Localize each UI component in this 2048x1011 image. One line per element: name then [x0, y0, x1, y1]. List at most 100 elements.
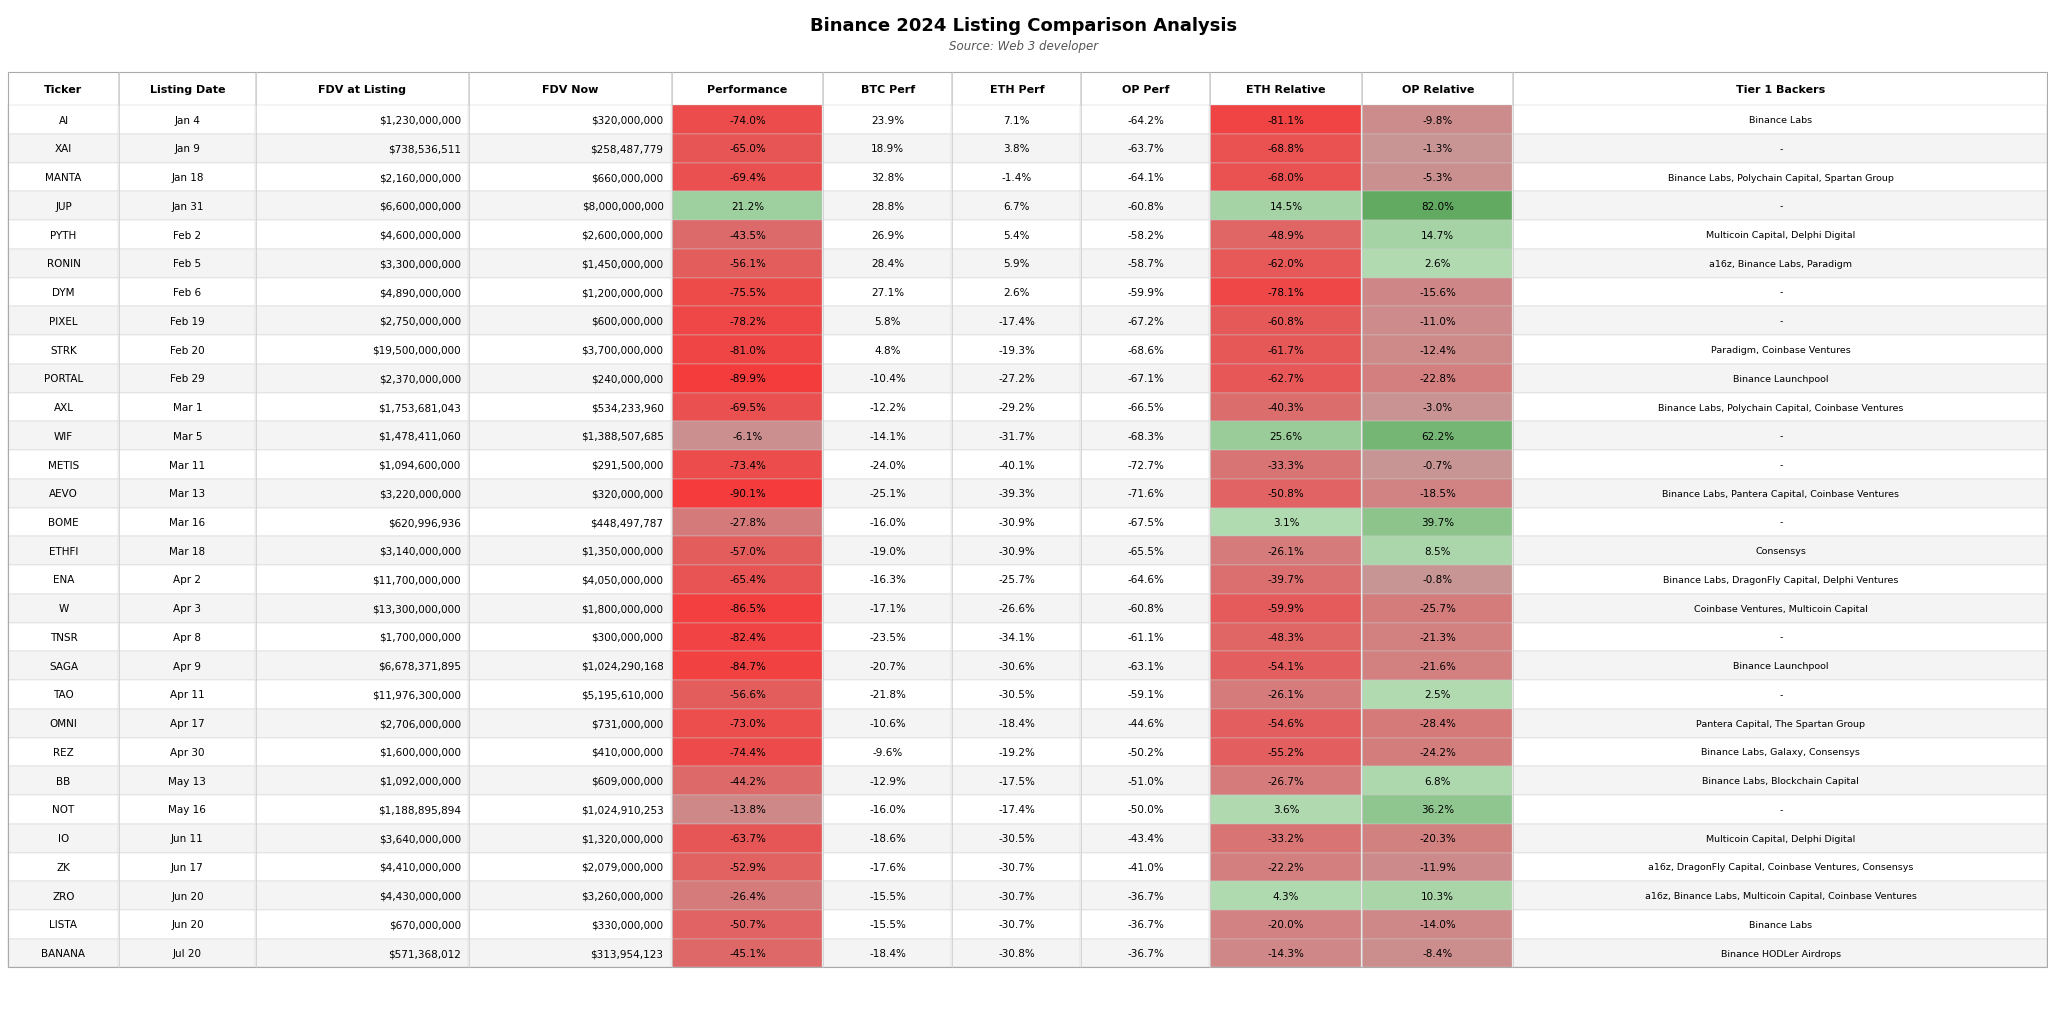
Bar: [823, 796, 950, 824]
Bar: [8, 509, 117, 537]
Bar: [1081, 709, 1208, 738]
Bar: [469, 910, 672, 939]
Text: Feb 19: Feb 19: [170, 316, 205, 327]
Text: 4.8%: 4.8%: [874, 345, 901, 355]
Bar: [256, 192, 467, 221]
Bar: [672, 479, 821, 509]
Bar: [1081, 278, 1208, 307]
Bar: [8, 479, 117, 509]
Text: 18.9%: 18.9%: [870, 145, 905, 155]
Bar: [672, 652, 821, 680]
Text: $2,750,000,000: $2,750,000,000: [379, 316, 461, 327]
Text: -30.8%: -30.8%: [999, 948, 1034, 958]
Bar: [469, 882, 672, 910]
Text: $330,000,000: $330,000,000: [592, 919, 664, 929]
Bar: [8, 307, 117, 336]
Text: $240,000,000: $240,000,000: [592, 374, 664, 384]
Text: -26.7%: -26.7%: [1268, 775, 1305, 786]
Text: Apr 8: Apr 8: [174, 632, 201, 642]
Bar: [256, 882, 467, 910]
Text: -: -: [1780, 518, 1782, 527]
Text: AI: AI: [59, 115, 68, 125]
Bar: [119, 479, 254, 509]
Bar: [1362, 882, 1511, 910]
Bar: [469, 134, 672, 164]
Bar: [1081, 796, 1208, 824]
Text: -22.2%: -22.2%: [1268, 862, 1305, 872]
Text: Jan 18: Jan 18: [172, 173, 203, 183]
Text: -22.8%: -22.8%: [1419, 374, 1456, 384]
Bar: [1210, 221, 1360, 250]
Text: 5.4%: 5.4%: [1004, 231, 1030, 241]
Text: Feb 2: Feb 2: [174, 231, 201, 241]
Text: -15.6%: -15.6%: [1419, 288, 1456, 298]
Bar: [256, 365, 467, 393]
Bar: [952, 824, 1081, 852]
Bar: [256, 221, 467, 250]
Bar: [256, 565, 467, 594]
Text: -68.6%: -68.6%: [1126, 345, 1165, 355]
Bar: [1210, 106, 1360, 134]
Text: Mar 5: Mar 5: [172, 432, 203, 442]
Bar: [952, 796, 1081, 824]
Bar: [8, 451, 117, 479]
Text: Apr 17: Apr 17: [170, 719, 205, 729]
Bar: [469, 796, 672, 824]
Text: May 13: May 13: [168, 775, 207, 786]
Text: -10.4%: -10.4%: [870, 374, 905, 384]
Bar: [1081, 509, 1208, 537]
Bar: [469, 709, 672, 738]
Bar: [823, 336, 950, 365]
Text: $11,976,300,000: $11,976,300,000: [373, 690, 461, 700]
Text: -19.3%: -19.3%: [997, 345, 1036, 355]
Text: Coinbase Ventures, Multicoin Capital: Coinbase Ventures, Multicoin Capital: [1694, 605, 1868, 613]
Text: -54.6%: -54.6%: [1268, 719, 1305, 729]
Text: -25.1%: -25.1%: [868, 488, 907, 498]
Text: -71.6%: -71.6%: [1126, 488, 1165, 498]
Bar: [256, 910, 467, 939]
Bar: [256, 594, 467, 623]
Bar: [672, 537, 821, 565]
Text: -59.1%: -59.1%: [1126, 690, 1165, 700]
Bar: [823, 451, 950, 479]
Text: 2.6%: 2.6%: [1004, 288, 1030, 298]
Text: 23.9%: 23.9%: [870, 115, 905, 125]
Text: $3,300,000,000: $3,300,000,000: [379, 259, 461, 269]
Bar: [952, 73, 1081, 106]
Text: Jun 17: Jun 17: [172, 862, 203, 872]
Bar: [1081, 680, 1208, 709]
Text: -30.9%: -30.9%: [999, 518, 1034, 528]
Bar: [1513, 479, 2046, 509]
Text: -67.1%: -67.1%: [1126, 374, 1165, 384]
Text: Binance Labs, Polychain Capital, Coinbase Ventures: Binance Labs, Polychain Capital, Coinbas…: [1659, 403, 1903, 412]
Text: -23.5%: -23.5%: [868, 632, 907, 642]
Bar: [672, 509, 821, 537]
Text: -39.7%: -39.7%: [1268, 575, 1305, 585]
Bar: [1362, 393, 1511, 422]
Bar: [952, 307, 1081, 336]
Text: -81.0%: -81.0%: [729, 345, 766, 355]
Bar: [672, 623, 821, 652]
Text: -16.0%: -16.0%: [870, 805, 905, 815]
Bar: [1081, 479, 1208, 509]
Text: $4,890,000,000: $4,890,000,000: [379, 288, 461, 298]
Text: -86.5%: -86.5%: [729, 604, 766, 614]
Text: -69.5%: -69.5%: [729, 402, 766, 412]
Text: 32.8%: 32.8%: [870, 173, 905, 183]
Bar: [1081, 365, 1208, 393]
Bar: [8, 623, 117, 652]
Text: -33.2%: -33.2%: [1268, 833, 1305, 843]
Text: -9.8%: -9.8%: [1423, 115, 1452, 125]
Bar: [256, 680, 467, 709]
Text: 3.1%: 3.1%: [1274, 518, 1298, 528]
Text: $4,050,000,000: $4,050,000,000: [582, 575, 664, 585]
Bar: [952, 565, 1081, 594]
Bar: [672, 594, 821, 623]
Text: -15.5%: -15.5%: [868, 919, 907, 929]
Bar: [8, 221, 117, 250]
Text: Jun 20: Jun 20: [172, 919, 203, 929]
Text: -26.1%: -26.1%: [1268, 546, 1305, 556]
Text: -: -: [1780, 145, 1782, 154]
Text: NOT: NOT: [53, 805, 74, 815]
Text: $8,000,000,000: $8,000,000,000: [582, 201, 664, 211]
